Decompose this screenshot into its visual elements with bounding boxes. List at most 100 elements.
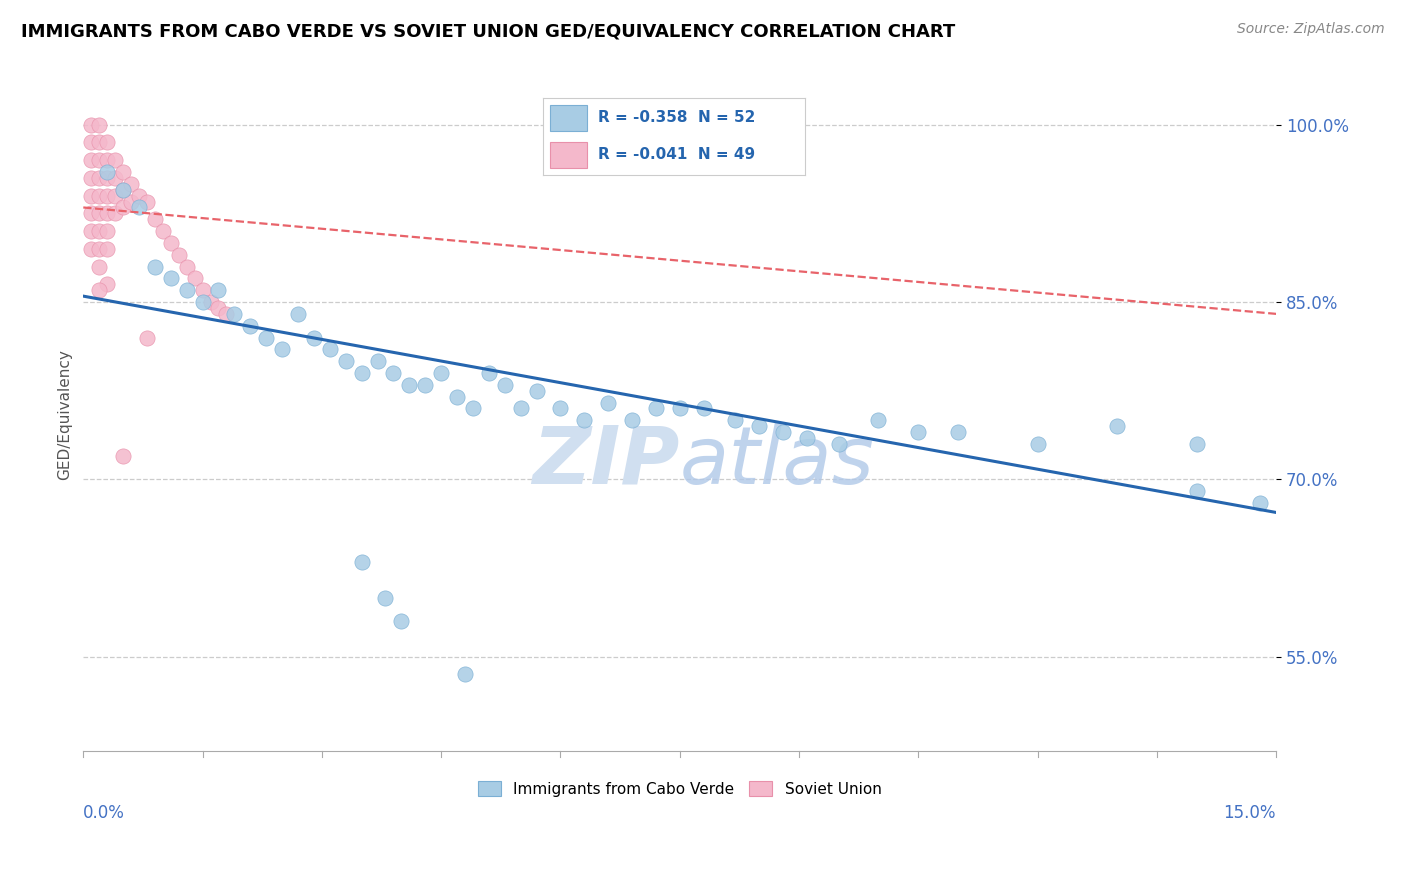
Point	[796, 431, 818, 445]
Point	[454, 667, 477, 681]
Point	[828, 437, 851, 451]
Point	[446, 390, 468, 404]
Point	[772, 425, 794, 439]
Point	[89, 188, 111, 202]
Point	[159, 235, 181, 250]
Point	[89, 283, 111, 297]
Point	[104, 188, 127, 202]
Point	[335, 354, 357, 368]
Text: ZIP: ZIP	[533, 423, 679, 500]
Point	[215, 307, 238, 321]
Point	[319, 343, 342, 357]
Point	[302, 330, 325, 344]
Point	[1105, 419, 1128, 434]
Point	[96, 224, 118, 238]
Point	[80, 188, 103, 202]
Point	[89, 260, 111, 274]
Point	[80, 170, 103, 185]
Point	[120, 177, 142, 191]
Point	[413, 377, 436, 392]
Point	[461, 401, 484, 416]
Point	[96, 188, 118, 202]
Point	[350, 555, 373, 569]
Point	[239, 318, 262, 333]
Point	[478, 366, 501, 380]
Point	[143, 260, 166, 274]
Point	[1026, 437, 1049, 451]
Point	[135, 194, 157, 209]
Point	[80, 224, 103, 238]
Text: Source: ZipAtlas.com: Source: ZipAtlas.com	[1237, 22, 1385, 37]
Point	[89, 136, 111, 150]
Point	[207, 301, 229, 315]
Point	[135, 330, 157, 344]
Point	[620, 413, 643, 427]
Text: IMMIGRANTS FROM CABO VERDE VS SOVIET UNION GED/EQUIVALENCY CORRELATION CHART: IMMIGRANTS FROM CABO VERDE VS SOVIET UNI…	[21, 22, 955, 40]
Text: atlas: atlas	[679, 423, 875, 500]
Text: 15.0%: 15.0%	[1223, 805, 1277, 822]
Point	[89, 206, 111, 220]
Y-axis label: GED/Equivalency: GED/Equivalency	[58, 349, 72, 480]
Point	[80, 242, 103, 256]
Point	[96, 136, 118, 150]
Point	[550, 401, 572, 416]
Point	[509, 401, 531, 416]
Point	[96, 277, 118, 292]
Point	[382, 366, 405, 380]
Point	[644, 401, 666, 416]
Point	[80, 206, 103, 220]
Point	[176, 260, 198, 274]
Point	[120, 194, 142, 209]
Point	[89, 118, 111, 132]
Point	[176, 283, 198, 297]
Point	[112, 183, 135, 197]
Point	[254, 330, 277, 344]
Point	[1185, 437, 1208, 451]
Legend: Immigrants from Cabo Verde, Soviet Union: Immigrants from Cabo Verde, Soviet Union	[470, 773, 889, 805]
Point	[389, 614, 412, 628]
Point	[112, 183, 135, 197]
Point	[128, 188, 150, 202]
Point	[574, 413, 596, 427]
Point	[89, 153, 111, 168]
Point	[207, 283, 229, 297]
Point	[946, 425, 969, 439]
Point	[374, 591, 396, 605]
Point	[167, 248, 190, 262]
Point	[668, 401, 690, 416]
Point	[80, 118, 103, 132]
Point	[287, 307, 309, 321]
Point	[104, 206, 127, 220]
Point	[907, 425, 929, 439]
Point	[89, 224, 111, 238]
Point	[96, 206, 118, 220]
Point	[96, 153, 118, 168]
Point	[692, 401, 714, 416]
Point	[868, 413, 890, 427]
Point	[183, 271, 205, 285]
Point	[89, 170, 111, 185]
Point	[1185, 484, 1208, 499]
Point	[271, 343, 294, 357]
Point	[748, 419, 770, 434]
Point	[200, 295, 222, 310]
Text: 0.0%: 0.0%	[83, 805, 125, 822]
Point	[96, 165, 118, 179]
Point	[350, 366, 373, 380]
Point	[96, 170, 118, 185]
Point	[724, 413, 747, 427]
Point	[494, 377, 516, 392]
Point	[430, 366, 453, 380]
Point	[526, 384, 548, 398]
Point	[112, 449, 135, 463]
Point	[191, 283, 214, 297]
Point	[104, 170, 127, 185]
Point	[398, 377, 420, 392]
Point	[128, 201, 150, 215]
Point	[152, 224, 174, 238]
Point	[143, 212, 166, 227]
Point	[80, 153, 103, 168]
Point	[80, 136, 103, 150]
Point	[191, 295, 214, 310]
Point	[1249, 496, 1271, 510]
